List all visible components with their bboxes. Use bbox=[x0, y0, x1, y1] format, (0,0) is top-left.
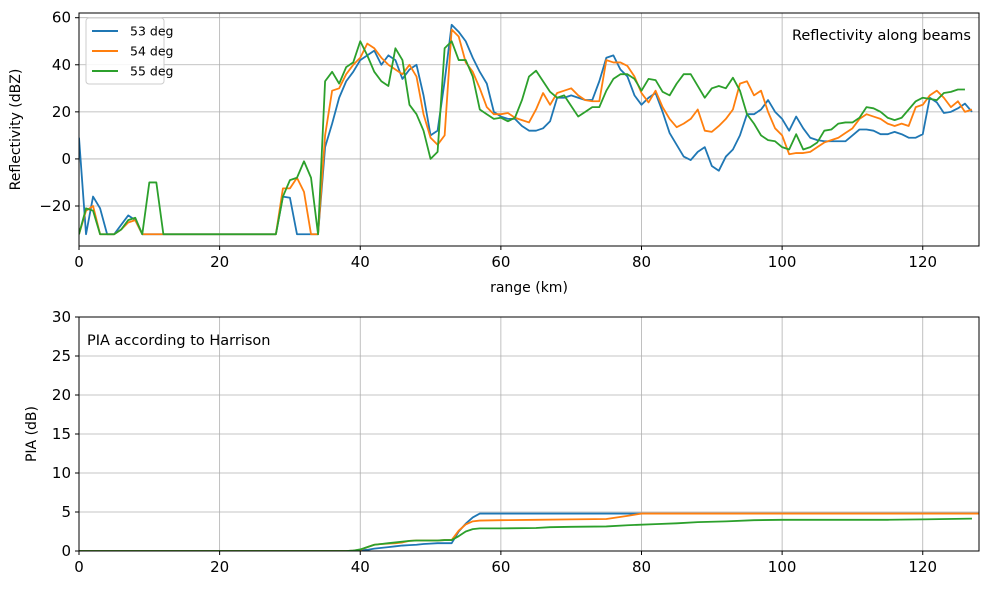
pia-grid bbox=[78, 316, 979, 552]
pia-y-tick-label: 15 bbox=[52, 425, 71, 443]
pia-x-tick-label: 100 bbox=[768, 558, 797, 576]
reflectivity-y-tick-label: 60 bbox=[52, 9, 71, 27]
reflectivity-y-tick-label: −20 bbox=[39, 197, 71, 215]
reflectivity-series-line-1 bbox=[79, 23, 973, 236]
pia-y-tick-label: 20 bbox=[52, 386, 71, 404]
reflectivity-axes-frame bbox=[78, 12, 980, 247]
pia-y-tick-label: 10 bbox=[52, 464, 71, 482]
pia-y-tick-label: 5 bbox=[61, 503, 71, 521]
legend-box bbox=[85, 17, 165, 85]
reflectivity-series-group bbox=[79, 23, 973, 236]
pia-x-tick-label: 20 bbox=[210, 558, 229, 576]
pia-y-tick-label: 0 bbox=[61, 542, 71, 560]
reflectivity-y-tick-label: 40 bbox=[52, 56, 71, 74]
reflectivity-annotation: Reflectivity along beams bbox=[792, 28, 971, 44]
reflectivity-x-tick-label: 100 bbox=[768, 253, 797, 271]
pia-series-line-3 bbox=[79, 517, 972, 551]
pia-y-tick-label: 25 bbox=[52, 347, 71, 365]
reflectivity-series-line-2 bbox=[79, 28, 973, 236]
reflectivity-x-tick-label: 40 bbox=[351, 253, 370, 271]
reflectivity-x-tick-label: 80 bbox=[632, 253, 651, 271]
reflectivity-y-tick-label: 20 bbox=[52, 103, 71, 121]
pia-annotation: PIA according to Harrison bbox=[87, 333, 270, 349]
pia-x-tick-label: 0 bbox=[74, 558, 84, 576]
pia-ticks: 0 20 40 60 80 100 120 0 5 10 15 20 25 30 bbox=[52, 308, 937, 576]
legend-label-54-deg: 54 deg bbox=[130, 44, 173, 59]
reflectivity-x-axis-label: range (km) bbox=[490, 280, 568, 296]
reflectivity-x-tick-label: 120 bbox=[908, 253, 937, 271]
reflectivity-x-tick-label: 60 bbox=[491, 253, 510, 271]
legend: 53 deg 54 deg 55 deg bbox=[85, 17, 173, 85]
reflectivity-series-line-3 bbox=[79, 40, 965, 236]
pia-y-axis-label: PIA (dB) bbox=[24, 406, 40, 462]
legend-label-55-deg: 55 deg bbox=[130, 64, 173, 79]
pia-y-tick-label: 30 bbox=[52, 308, 71, 326]
reflectivity-y-tick-label: 0 bbox=[61, 150, 71, 168]
pia-x-tick-label: 60 bbox=[491, 558, 510, 576]
reflectivity-ticks: 0 20 40 60 80 100 120 −20 0 20 40 60 bbox=[39, 9, 937, 271]
pia-x-tick-label: 80 bbox=[632, 558, 651, 576]
pia-x-tick-label: 40 bbox=[351, 558, 370, 576]
reflectivity-y-axis-label: Reflectivity (dBZ) bbox=[8, 69, 24, 191]
pia-series-group bbox=[79, 512, 979, 551]
pia-series-line-1 bbox=[79, 512, 979, 551]
reflectivity-grid bbox=[78, 13, 979, 246]
pia-x-tick-label: 120 bbox=[908, 558, 937, 576]
pia-panel: 0 20 40 60 80 100 120 0 5 10 15 20 25 30 PIA accordin… bbox=[24, 308, 980, 576]
reflectivity-x-tick-label: 20 bbox=[210, 253, 229, 271]
reflectivity-x-tick-label: 0 bbox=[74, 253, 84, 271]
reflectivity-panel: 0 20 40 60 80 100 120 −20 0 20 40 60 Reflectivity a… bbox=[8, 9, 980, 296]
legend-label-53-deg: 53 deg bbox=[130, 24, 173, 39]
